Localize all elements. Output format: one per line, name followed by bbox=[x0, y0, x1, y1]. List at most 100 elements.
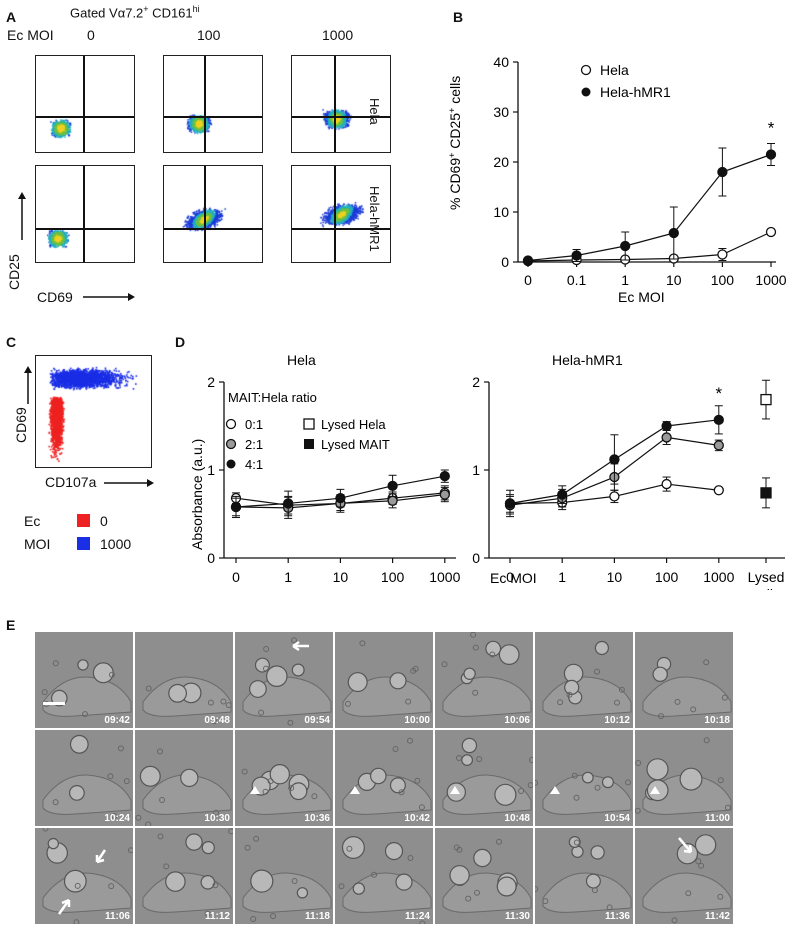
timelapse-frame: 10:24 bbox=[34, 729, 134, 827]
d-hmr1-point-0-1 bbox=[661, 478, 672, 490]
cd69-axis-label: CD69 bbox=[37, 289, 73, 305]
timestamp-label: 10:30 bbox=[204, 813, 230, 824]
arrow-icon bbox=[292, 640, 309, 652]
gate-vertical-line bbox=[204, 166, 206, 262]
timelapse-frame: 11:18 bbox=[234, 827, 334, 925]
panel-b-xlabel: Ec MOI bbox=[618, 289, 665, 305]
arrow-icon bbox=[57, 898, 71, 915]
d-hela-y-tick-label: 1 bbox=[207, 462, 215, 478]
arrowhead-marker-icon bbox=[650, 786, 660, 794]
frame-image bbox=[135, 632, 233, 728]
frame-image bbox=[335, 828, 433, 924]
gate-horizontal-line bbox=[292, 116, 390, 118]
frame-image bbox=[635, 632, 733, 728]
d-hela-point-4-1 bbox=[283, 498, 294, 509]
facs-density bbox=[292, 56, 390, 152]
timestamp-label: 11:36 bbox=[604, 911, 630, 922]
cd25-axis-label: CD25 bbox=[6, 254, 22, 290]
d-hmr1-y-tick-label: 1 bbox=[472, 462, 480, 478]
legend-label-moi-0: 0 bbox=[100, 513, 108, 529]
lysed-hela-label: Lysed Hela bbox=[321, 417, 386, 432]
panel-d-xlabel: Ec MOI bbox=[490, 570, 537, 586]
timestamp-label: 11:24 bbox=[404, 911, 430, 922]
frame-image bbox=[235, 632, 333, 728]
ratio-marker-4-1 bbox=[226, 459, 236, 469]
frame-image bbox=[135, 828, 233, 924]
y-tick-label: 20 bbox=[493, 154, 509, 170]
d-hmr1-point-0-1 bbox=[713, 485, 724, 496]
frame-image bbox=[235, 828, 333, 924]
panel-d-label: D bbox=[175, 334, 186, 350]
frame-image bbox=[35, 730, 133, 826]
frame-image bbox=[535, 632, 633, 728]
frame-image bbox=[635, 828, 733, 924]
arrowhead-marker-icon bbox=[450, 786, 460, 794]
timelapse-frame: 11:30 bbox=[434, 827, 534, 925]
frame-image bbox=[335, 632, 433, 728]
d-significance-star: * bbox=[715, 384, 722, 403]
d-hela-point-4-1 bbox=[230, 501, 242, 513]
frame-image bbox=[35, 828, 133, 924]
legend-label-hela-hmr1: Hela-hMR1 bbox=[600, 84, 671, 100]
d-lysed-tick-label-1: Lysed bbox=[748, 569, 785, 585]
b-point-hela-hmr1 bbox=[522, 255, 534, 266]
ec-moi-label: Ec MOI bbox=[7, 27, 54, 43]
d-hela-x-tick-label: 0 bbox=[232, 569, 240, 585]
scale-bar bbox=[43, 702, 65, 705]
timelapse-frame: 09:42 bbox=[34, 631, 134, 729]
gate-horizontal-line bbox=[292, 228, 390, 230]
ratio-label-2-1: 2:1 bbox=[245, 437, 263, 452]
legend-swatch-red bbox=[77, 514, 90, 527]
panel-d-chart: 0120110100100001201101001000Lysedcells* … bbox=[189, 352, 785, 590]
b-point-hela-hmr1 bbox=[668, 227, 679, 239]
timelapse-frame: 10:42 bbox=[334, 729, 434, 827]
frame-image bbox=[635, 730, 733, 826]
gate-vertical-line bbox=[83, 56, 85, 152]
arrowhead-marker-icon bbox=[250, 786, 260, 794]
d-hmr1-x-tick-label: 100 bbox=[655, 569, 679, 585]
cd69-c-arrow bbox=[24, 366, 32, 404]
cd107a-axis-label: CD107a bbox=[45, 474, 97, 490]
moi-col-1000: 1000 bbox=[322, 27, 354, 43]
panel-d-ylabel: Absorbance (a.u.) bbox=[189, 439, 205, 550]
y-tick-label: 0 bbox=[501, 254, 509, 270]
d-hela-y-tick-label: 0 bbox=[207, 550, 215, 566]
d-hmr1-x-tick-label: 1000 bbox=[703, 569, 734, 585]
gate-horizontal-line bbox=[36, 228, 134, 230]
timelapse-frame: 10:30 bbox=[134, 729, 234, 827]
moi-col-0: 0 bbox=[87, 27, 95, 43]
d-hmr1-x-tick-label: 10 bbox=[607, 569, 623, 585]
panel-a-label: A bbox=[6, 9, 17, 25]
b-line-hela-hmr1 bbox=[527, 153, 772, 262]
y-tick-label: 10 bbox=[493, 204, 509, 220]
panel-a-title: Gated Vα7.2+ CD161hi bbox=[70, 4, 200, 21]
facs-density bbox=[36, 56, 134, 152]
facs-plot-hela-hmr1-moi-1000 bbox=[291, 165, 391, 263]
panel-d-title-hela-hmr1: Hela-hMR1 bbox=[552, 352, 623, 368]
timelapse-frame: 11:12 bbox=[134, 827, 234, 925]
timestamp-label: 10:18 bbox=[704, 715, 730, 726]
frame-image bbox=[535, 730, 633, 826]
b-point-hela-hmr1 bbox=[620, 240, 631, 252]
panel-e-label: E bbox=[6, 617, 16, 633]
d-hmr1-point-4-1 bbox=[504, 498, 516, 509]
gate-vertical-line bbox=[204, 56, 206, 152]
timestamp-label: 10:24 bbox=[104, 813, 130, 824]
gate-horizontal-line bbox=[36, 116, 134, 118]
d-hela-point-2-1 bbox=[439, 489, 450, 500]
d-lysed-point-hela bbox=[760, 393, 772, 406]
legend-label-moi-1000: 1000 bbox=[100, 536, 132, 552]
panel-d-title-hela: Hela bbox=[287, 352, 316, 368]
b-line-hela bbox=[527, 231, 772, 262]
d-hmr1-y-tick-label: 2 bbox=[472, 374, 480, 390]
timestamp-label: 11:18 bbox=[304, 911, 330, 922]
d-hela-x-tick-label: 1000 bbox=[429, 569, 460, 585]
b-point-hela bbox=[717, 249, 728, 260]
facs-density bbox=[36, 166, 134, 262]
facs-plot-hela-hmr1-moi-100 bbox=[163, 165, 263, 263]
panel-c-label: C bbox=[6, 334, 17, 350]
gate-vertical-line bbox=[334, 56, 336, 152]
lysed-mait-marker bbox=[304, 439, 314, 449]
d-hmr1-point-4-1 bbox=[713, 414, 724, 425]
timelapse-frame: 09:54 bbox=[234, 631, 334, 729]
